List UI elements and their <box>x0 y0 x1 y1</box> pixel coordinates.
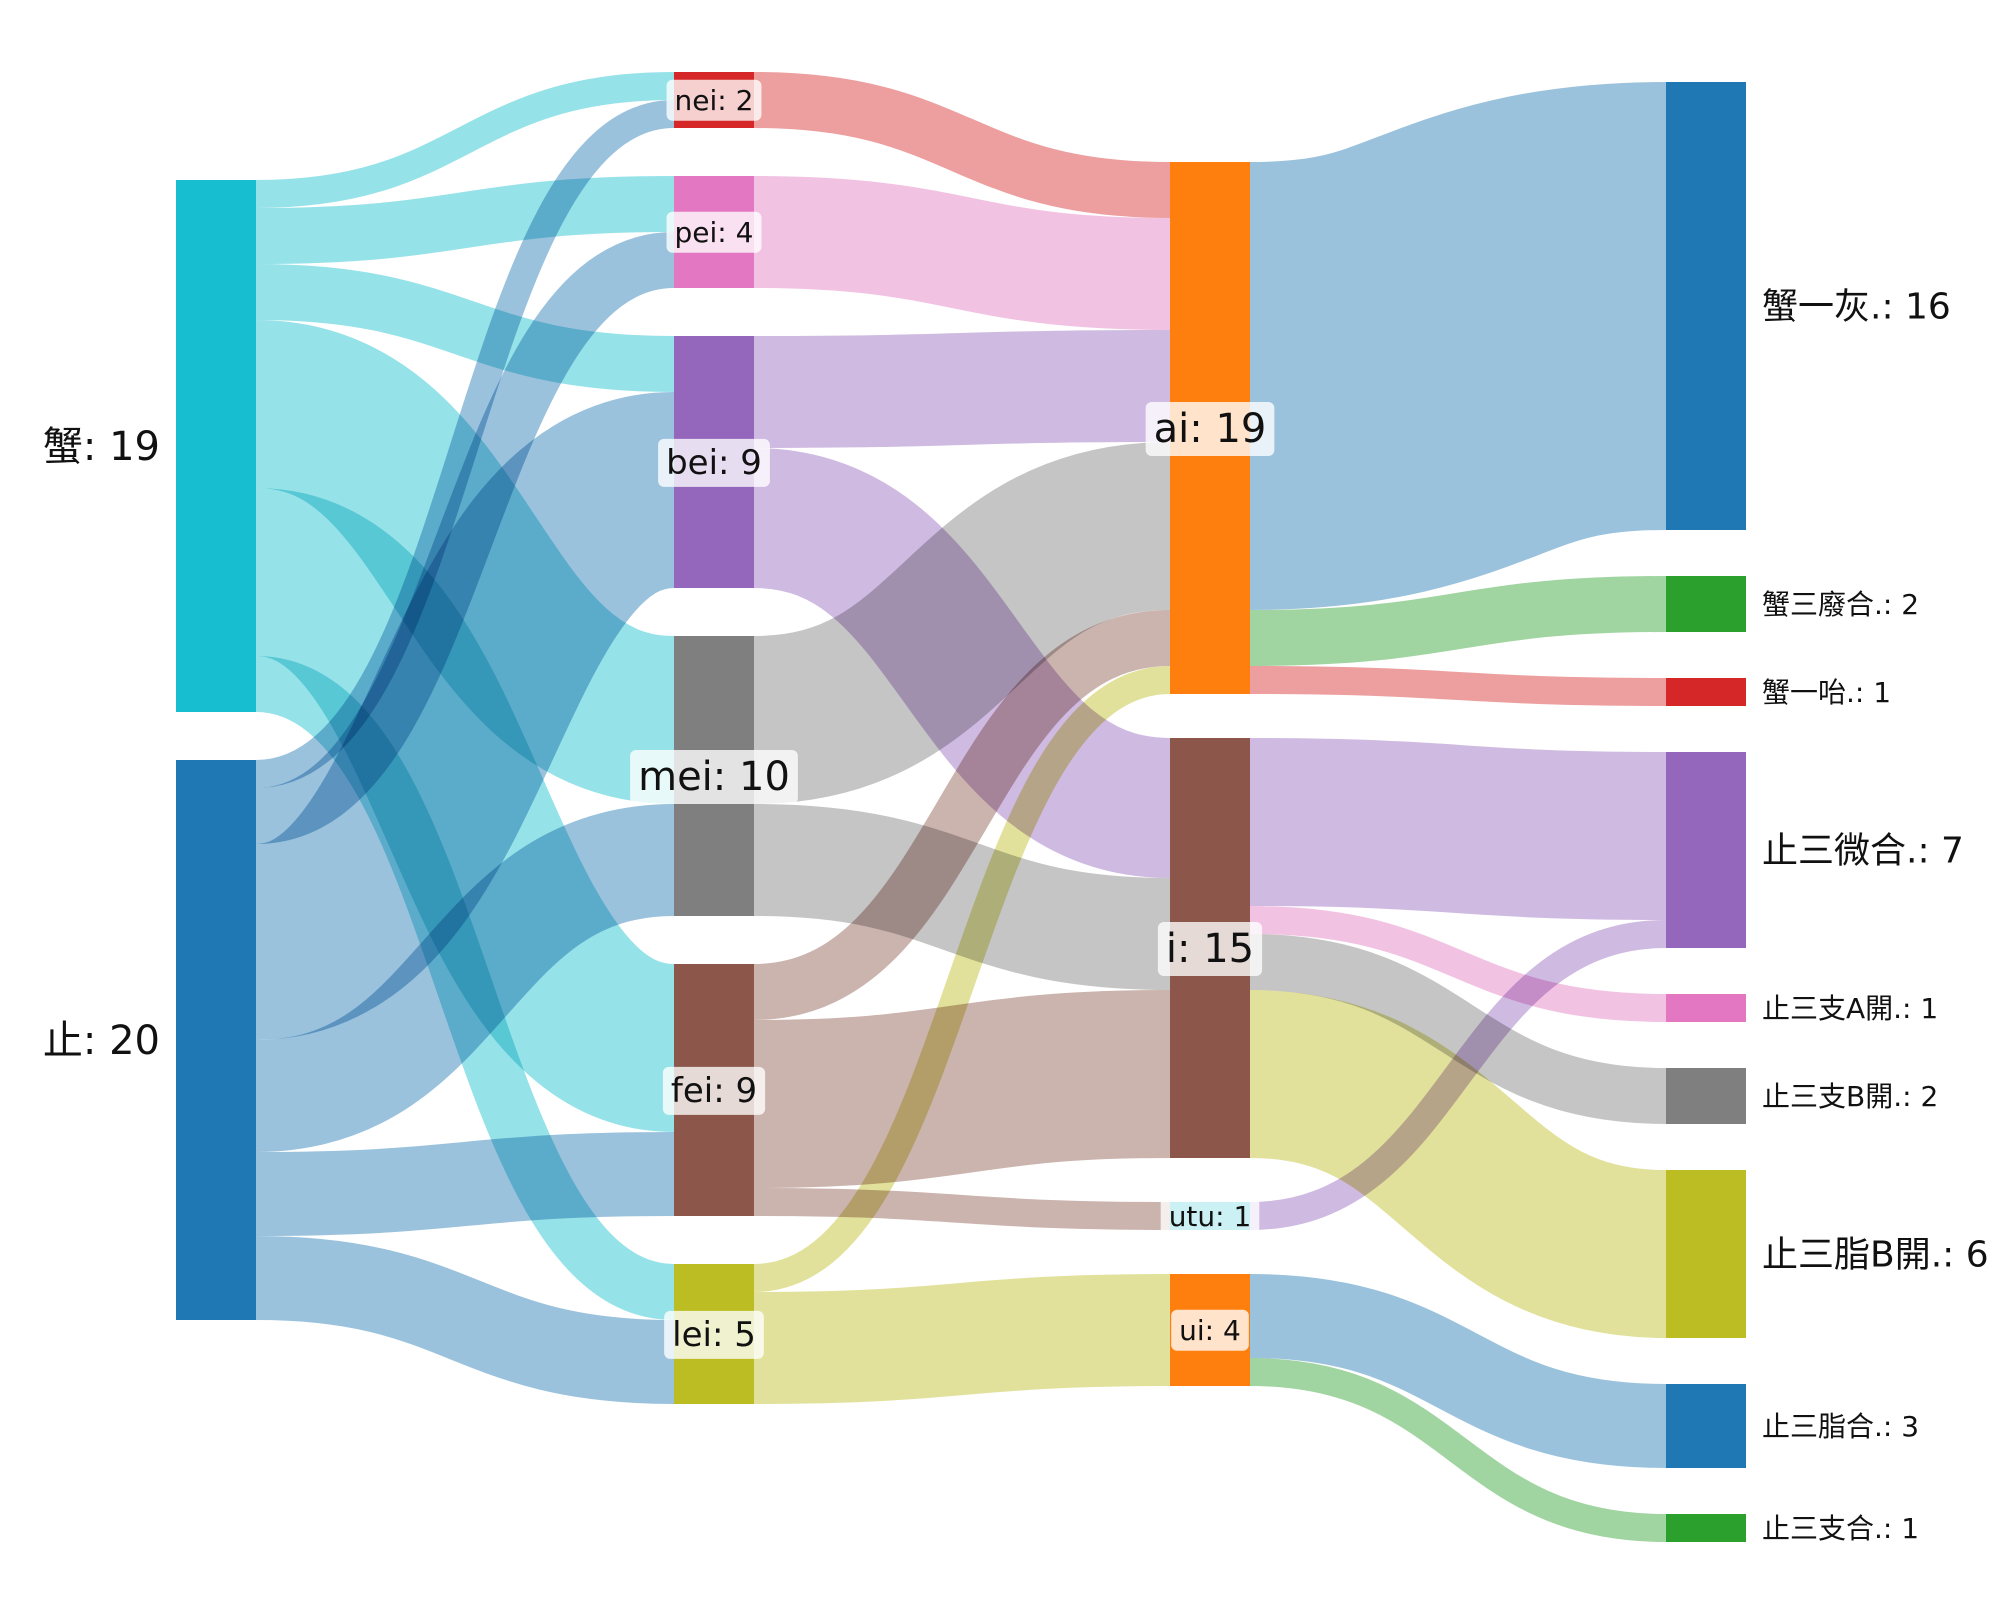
link-xie-to-nei <box>255 72 675 208</box>
sankey-labels: 蟹: 19 止: 20 nei: 2 pei: 4 bei: 9 mei: 10 fei: … <box>43 79 1989 1545</box>
node-label-bg-lei <box>664 1310 764 1359</box>
node-xsfh <box>1666 576 1746 632</box>
link-utu-to-zswh <box>1249 920 1667 1230</box>
node-label-zsza: 止三支A開.: 1 <box>1762 992 1938 1025</box>
link-bei-to-ai <box>753 330 1171 448</box>
link-ui-to-zszh <box>1249 1358 1667 1542</box>
link-fei-to-utu <box>753 1188 1171 1230</box>
node-label-lei: lei: 5 <box>672 1315 756 1355</box>
node-label-xsfh: 蟹三廢合.: 2 <box>1762 588 1919 621</box>
link-ui-to-zszhh <box>1249 1274 1667 1468</box>
node-label-fei: fei: 9 <box>671 1071 757 1111</box>
node-label-bei: bei: 9 <box>666 443 762 483</box>
node-label-nei: nei: 2 <box>675 84 754 117</box>
node-zsza <box>1666 994 1746 1022</box>
link-xie-to-pei <box>255 176 675 264</box>
link-pei-to-ai <box>753 176 1171 330</box>
node-label-zszhh: 止三脂合.: 3 <box>1762 1410 1919 1443</box>
link-i-to-zsza <box>1249 906 1667 1022</box>
link-mei-to-ai <box>751 442 1173 804</box>
node-label-bg-ai <box>1145 402 1275 456</box>
node-label-bg-nei <box>666 79 762 121</box>
node-label-bg-i <box>1157 922 1263 976</box>
link-mei-to-i <box>753 804 1171 990</box>
node-label-xyh: 蟹一灰.: 16 <box>1762 287 1951 328</box>
link-i-to-zszb <box>1249 934 1667 1124</box>
link-ai-to-xyh <box>1246 82 1670 610</box>
link-ai-to-xyha <box>1249 666 1667 706</box>
sankey-nodes <box>176 72 1746 1542</box>
node-label-bg-bei <box>658 438 770 487</box>
node-zswh <box>1666 752 1746 948</box>
link-ai-to-xsfh <box>1249 576 1667 666</box>
link-i-to-zswh <box>1249 738 1667 920</box>
node-label-zszhb: 止三脂B開.: 6 <box>1762 1235 1989 1276</box>
node-zszhh <box>1666 1384 1746 1468</box>
node-label-mei: mei: 10 <box>638 754 790 800</box>
node-zhi <box>176 760 256 1320</box>
node-label-zhi: 止: 20 <box>43 1018 160 1064</box>
link-lei-to-ui <box>753 1274 1171 1404</box>
node-label-utu: utu: 1 <box>1169 1200 1252 1233</box>
node-xyh <box>1666 82 1746 530</box>
node-label-zswh: 止三微合.: 7 <box>1762 831 1964 872</box>
node-label-ai: ai: 19 <box>1154 406 1267 452</box>
sankey-links <box>249 72 1670 1542</box>
link-zhi-to-nei <box>255 100 675 788</box>
node-label-xie: 蟹: 19 <box>43 424 160 470</box>
node-xyha <box>1666 678 1746 706</box>
link-fei-to-i <box>753 990 1171 1188</box>
link-zhi-to-lei <box>255 1236 675 1404</box>
link-zhi-to-fei <box>255 1132 675 1236</box>
node-label-bg-ui <box>1171 1309 1249 1351</box>
link-zhi-to-bei <box>249 392 681 1040</box>
link-xie-to-bei <box>255 264 675 392</box>
link-lei-to-ai <box>753 666 1171 1292</box>
link-zhi-to-mei <box>254 804 676 1152</box>
node-label-i: i: 15 <box>1166 926 1254 972</box>
link-fei-to-ai <box>752 610 1172 1020</box>
node-label-bg-fei <box>662 1066 766 1115</box>
node-label-zszh: 止三支合.: 1 <box>1762 1512 1919 1545</box>
node-label-bg-pei <box>666 211 762 253</box>
node-label-zszb: 止三支B開.: 2 <box>1762 1080 1938 1113</box>
node-zszh <box>1666 1514 1746 1542</box>
link-nei-to-ai <box>753 72 1171 218</box>
node-label-pei: pei: 4 <box>675 216 754 249</box>
node-label-xyha: 蟹一咍.: 1 <box>1762 676 1891 709</box>
node-zszb <box>1666 1068 1746 1124</box>
node-xie <box>176 180 256 712</box>
node-label-ui: ui: 4 <box>1179 1314 1241 1347</box>
node-label-bg-utu <box>1160 1195 1260 1237</box>
link-i-to-zszhb <box>1247 990 1669 1338</box>
node-zszhb <box>1666 1170 1746 1338</box>
node-label-bg-mei <box>630 750 798 804</box>
